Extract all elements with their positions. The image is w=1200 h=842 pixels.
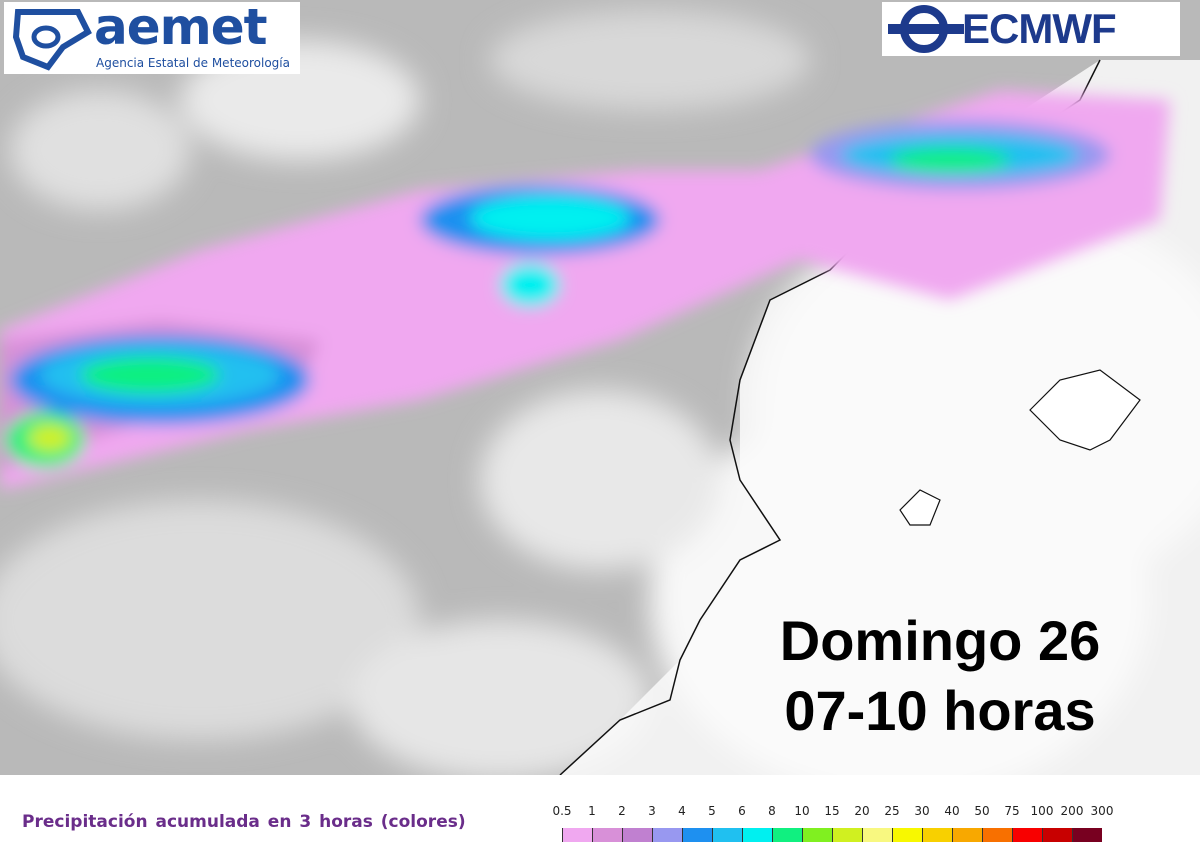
legend-swatch: [652, 828, 682, 842]
ecmwf-logo: ECMWF: [882, 2, 1180, 56]
legend-label: 200: [1060, 804, 1084, 818]
legend-label: 75: [1004, 804, 1020, 818]
ecmwf-emblem-icon: [888, 5, 964, 53]
legend-label: 6: [738, 804, 746, 818]
legend-swatch: [922, 828, 952, 842]
legend-swatch: [832, 828, 862, 842]
legend-swatch: [1042, 828, 1072, 842]
legend-caption: Precipitación acumulada en 3 horas (colo…: [22, 812, 466, 832]
legend-label: 3: [648, 804, 656, 818]
aemet-wordmark: aemet: [94, 0, 268, 56]
legend-label: 50: [974, 804, 990, 818]
map-layer: [0, 10, 1200, 775]
legend-swatch: [1012, 828, 1042, 842]
legend-label: 30: [914, 804, 930, 818]
legend-swatch: [802, 828, 832, 842]
legend-swatch: [982, 828, 1012, 842]
legend-swatch: [712, 828, 742, 842]
legend-swatch: [772, 828, 802, 842]
legend-label: 10: [794, 804, 810, 818]
legend-swatch: [862, 828, 892, 842]
aemet-emblem-icon: [12, 9, 92, 71]
legend-label: 5: [708, 804, 716, 818]
legend-label: 300: [1090, 804, 1114, 818]
forecast-time-label: Domingo 26 07-10 horas: [700, 606, 1180, 746]
legend-label: 2: [618, 804, 626, 818]
legend-swatch: [592, 828, 622, 842]
legend-label: 100: [1030, 804, 1054, 818]
legend-label: 40: [944, 804, 960, 818]
forecast-hours: 07-10 horas: [784, 679, 1096, 742]
legend-label: 1: [588, 804, 596, 818]
legend-swatch: [952, 828, 982, 842]
legend-label: 15: [824, 804, 840, 818]
island-ibiza: [899, 489, 941, 526]
island-mallorca: [1029, 369, 1141, 451]
precipitation-map: [0, 0, 1200, 775]
legend-label: 25: [884, 804, 900, 818]
legend-label: 8: [768, 804, 776, 818]
ecmwf-wordmark: ECMWF: [962, 5, 1117, 52]
aemet-subtitle: Agencia Estatal de Meteorología: [96, 56, 290, 70]
legend-label: 4: [678, 804, 686, 818]
legend-swatch: [742, 828, 772, 842]
legend-swatch: [682, 828, 712, 842]
precipitation-field: [0, 90, 1170, 490]
legend-swatch: [1072, 828, 1102, 842]
aemet-logo: aemet Agencia Estatal de Meteorología: [4, 2, 300, 74]
legend-label: 0.5: [552, 804, 572, 818]
legend-swatch: [892, 828, 922, 842]
legend-swatch: [562, 828, 592, 842]
legend-swatch: [622, 828, 652, 842]
legend-label: 20: [854, 804, 870, 818]
forecast-day: Domingo 26: [779, 609, 1101, 672]
